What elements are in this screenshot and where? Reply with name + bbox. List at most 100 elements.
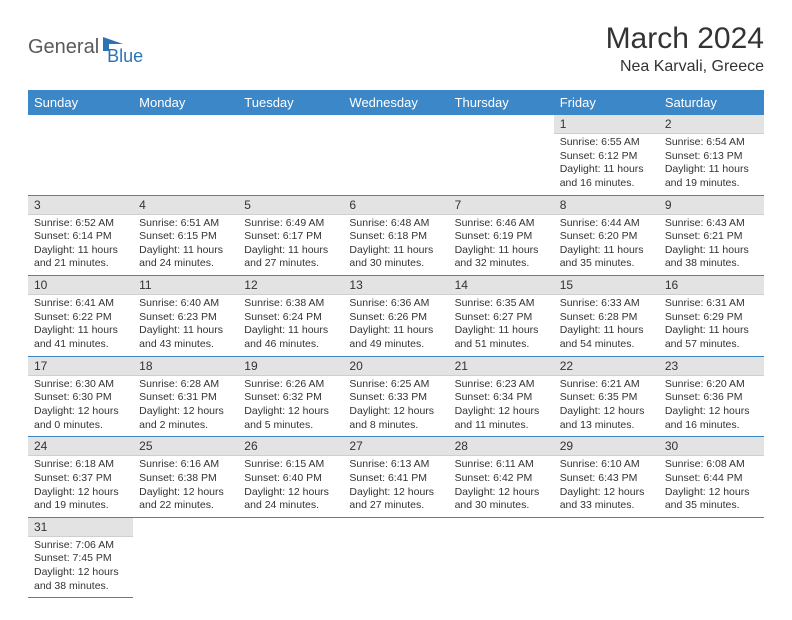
sunrise-line: Sunrise: 6:11 AM	[455, 458, 548, 472]
sunrise-line: Sunrise: 6:18 AM	[34, 458, 127, 472]
calendar-day-cell: 7Sunrise: 6:46 AMSunset: 6:19 PMDaylight…	[449, 195, 554, 276]
calendar-week-row: 1Sunrise: 6:55 AMSunset: 6:12 PMDaylight…	[28, 115, 764, 195]
daylight-line: Daylight: 12 hours and 0 minutes.	[34, 405, 127, 432]
day-number: 2	[659, 115, 764, 134]
daylight-line: Daylight: 12 hours and 24 minutes.	[244, 486, 337, 513]
day-details: Sunrise: 6:30 AMSunset: 6:30 PMDaylight:…	[28, 376, 133, 437]
sunrise-line: Sunrise: 7:06 AM	[34, 539, 127, 553]
day-number: 16	[659, 276, 764, 295]
calendar-day-cell: 11Sunrise: 6:40 AMSunset: 6:23 PMDayligh…	[133, 276, 238, 357]
daylight-line: Daylight: 12 hours and 13 minutes.	[560, 405, 653, 432]
sunset-line: Sunset: 6:37 PM	[34, 472, 127, 486]
daylight-line: Daylight: 12 hours and 8 minutes.	[349, 405, 442, 432]
sunset-line: Sunset: 6:38 PM	[139, 472, 232, 486]
sunrise-line: Sunrise: 6:43 AM	[665, 217, 758, 231]
calendar-day-cell: 30Sunrise: 6:08 AMSunset: 6:44 PMDayligh…	[659, 437, 764, 518]
sunrise-line: Sunrise: 6:26 AM	[244, 378, 337, 392]
day-number: 17	[28, 357, 133, 376]
sunset-line: Sunset: 6:40 PM	[244, 472, 337, 486]
calendar-day-cell: 27Sunrise: 6:13 AMSunset: 6:41 PMDayligh…	[343, 437, 448, 518]
day-details: Sunrise: 6:15 AMSunset: 6:40 PMDaylight:…	[238, 456, 343, 517]
calendar-day-cell: 29Sunrise: 6:10 AMSunset: 6:43 PMDayligh…	[554, 437, 659, 518]
day-details: Sunrise: 6:13 AMSunset: 6:41 PMDaylight:…	[343, 456, 448, 517]
sunset-line: Sunset: 6:44 PM	[665, 472, 758, 486]
daylight-line: Daylight: 11 hours and 32 minutes.	[455, 244, 548, 271]
daylight-line: Daylight: 12 hours and 22 minutes.	[139, 486, 232, 513]
day-details: Sunrise: 6:48 AMSunset: 6:18 PMDaylight:…	[343, 215, 448, 276]
daylight-line: Daylight: 11 hours and 21 minutes.	[34, 244, 127, 271]
day-number: 6	[343, 196, 448, 215]
calendar-day-cell: 6Sunrise: 6:48 AMSunset: 6:18 PMDaylight…	[343, 195, 448, 276]
calendar-week-row: 31Sunrise: 7:06 AMSunset: 7:45 PMDayligh…	[28, 517, 764, 598]
calendar-day-cell: 20Sunrise: 6:25 AMSunset: 6:33 PMDayligh…	[343, 356, 448, 437]
sunrise-line: Sunrise: 6:28 AM	[139, 378, 232, 392]
sunrise-line: Sunrise: 6:21 AM	[560, 378, 653, 392]
title-block: March 2024 Nea Karvali, Greece	[606, 22, 764, 76]
calendar-day-cell: 5Sunrise: 6:49 AMSunset: 6:17 PMDaylight…	[238, 195, 343, 276]
day-number: 12	[238, 276, 343, 295]
calendar-day-cell: 13Sunrise: 6:36 AMSunset: 6:26 PMDayligh…	[343, 276, 448, 357]
day-number: 27	[343, 437, 448, 456]
sunset-line: Sunset: 6:24 PM	[244, 311, 337, 325]
day-details: Sunrise: 6:46 AMSunset: 6:19 PMDaylight:…	[449, 215, 554, 276]
sunrise-line: Sunrise: 6:38 AM	[244, 297, 337, 311]
calendar-day-cell: 31Sunrise: 7:06 AMSunset: 7:45 PMDayligh…	[28, 517, 133, 598]
sunset-line: Sunset: 6:30 PM	[34, 391, 127, 405]
day-details: Sunrise: 6:51 AMSunset: 6:15 PMDaylight:…	[133, 215, 238, 276]
day-details: Sunrise: 7:06 AMSunset: 7:45 PMDaylight:…	[28, 537, 133, 598]
calendar-day-cell	[238, 517, 343, 598]
calendar-day-cell	[343, 115, 448, 195]
calendar-day-cell	[554, 517, 659, 598]
day-number: 20	[343, 357, 448, 376]
calendar-week-row: 10Sunrise: 6:41 AMSunset: 6:22 PMDayligh…	[28, 276, 764, 357]
sunrise-line: Sunrise: 6:20 AM	[665, 378, 758, 392]
sunrise-line: Sunrise: 6:51 AM	[139, 217, 232, 231]
sunset-line: Sunset: 6:36 PM	[665, 391, 758, 405]
day-details: Sunrise: 6:55 AMSunset: 6:12 PMDaylight:…	[554, 134, 659, 195]
day-details: Sunrise: 6:36 AMSunset: 6:26 PMDaylight:…	[343, 295, 448, 356]
calendar-day-cell: 15Sunrise: 6:33 AMSunset: 6:28 PMDayligh…	[554, 276, 659, 357]
daylight-line: Daylight: 12 hours and 11 minutes.	[455, 405, 548, 432]
day-details: Sunrise: 6:18 AMSunset: 6:37 PMDaylight:…	[28, 456, 133, 517]
day-number: 25	[133, 437, 238, 456]
calendar-day-cell: 12Sunrise: 6:38 AMSunset: 6:24 PMDayligh…	[238, 276, 343, 357]
daylight-line: Daylight: 11 hours and 30 minutes.	[349, 244, 442, 271]
day-details: Sunrise: 6:16 AMSunset: 6:38 PMDaylight:…	[133, 456, 238, 517]
sunset-line: Sunset: 6:35 PM	[560, 391, 653, 405]
weekday-header: Thursday	[449, 90, 554, 115]
calendar-day-cell: 18Sunrise: 6:28 AMSunset: 6:31 PMDayligh…	[133, 356, 238, 437]
day-number: 28	[449, 437, 554, 456]
calendar-day-cell	[133, 517, 238, 598]
sunset-line: Sunset: 6:20 PM	[560, 230, 653, 244]
day-details: Sunrise: 6:21 AMSunset: 6:35 PMDaylight:…	[554, 376, 659, 437]
calendar-week-row: 24Sunrise: 6:18 AMSunset: 6:37 PMDayligh…	[28, 437, 764, 518]
day-details: Sunrise: 6:49 AMSunset: 6:17 PMDaylight:…	[238, 215, 343, 276]
day-details: Sunrise: 6:35 AMSunset: 6:27 PMDaylight:…	[449, 295, 554, 356]
daylight-line: Daylight: 12 hours and 30 minutes.	[455, 486, 548, 513]
day-number: 13	[343, 276, 448, 295]
sunrise-line: Sunrise: 6:36 AM	[349, 297, 442, 311]
weekday-header: Friday	[554, 90, 659, 115]
day-number: 23	[659, 357, 764, 376]
sunset-line: Sunset: 6:13 PM	[665, 150, 758, 164]
daylight-line: Daylight: 12 hours and 33 minutes.	[560, 486, 653, 513]
sunrise-line: Sunrise: 6:41 AM	[34, 297, 127, 311]
sunrise-line: Sunrise: 6:30 AM	[34, 378, 127, 392]
sunset-line: Sunset: 6:14 PM	[34, 230, 127, 244]
daylight-line: Daylight: 12 hours and 27 minutes.	[349, 486, 442, 513]
day-details: Sunrise: 6:40 AMSunset: 6:23 PMDaylight:…	[133, 295, 238, 356]
calendar-day-cell: 17Sunrise: 6:30 AMSunset: 6:30 PMDayligh…	[28, 356, 133, 437]
sunrise-line: Sunrise: 6:16 AM	[139, 458, 232, 472]
logo-word2: Blue	[107, 46, 143, 67]
sunset-line: Sunset: 6:12 PM	[560, 150, 653, 164]
calendar-week-row: 17Sunrise: 6:30 AMSunset: 6:30 PMDayligh…	[28, 356, 764, 437]
sunrise-line: Sunrise: 6:25 AM	[349, 378, 442, 392]
calendar-day-cell: 28Sunrise: 6:11 AMSunset: 6:42 PMDayligh…	[449, 437, 554, 518]
calendar-day-cell	[343, 517, 448, 598]
sunrise-line: Sunrise: 6:52 AM	[34, 217, 127, 231]
sunset-line: Sunset: 6:18 PM	[349, 230, 442, 244]
calendar-day-cell: 1Sunrise: 6:55 AMSunset: 6:12 PMDaylight…	[554, 115, 659, 195]
sunset-line: Sunset: 6:27 PM	[455, 311, 548, 325]
calendar-day-cell: 3Sunrise: 6:52 AMSunset: 6:14 PMDaylight…	[28, 195, 133, 276]
calendar-table: Sunday Monday Tuesday Wednesday Thursday…	[28, 90, 764, 598]
